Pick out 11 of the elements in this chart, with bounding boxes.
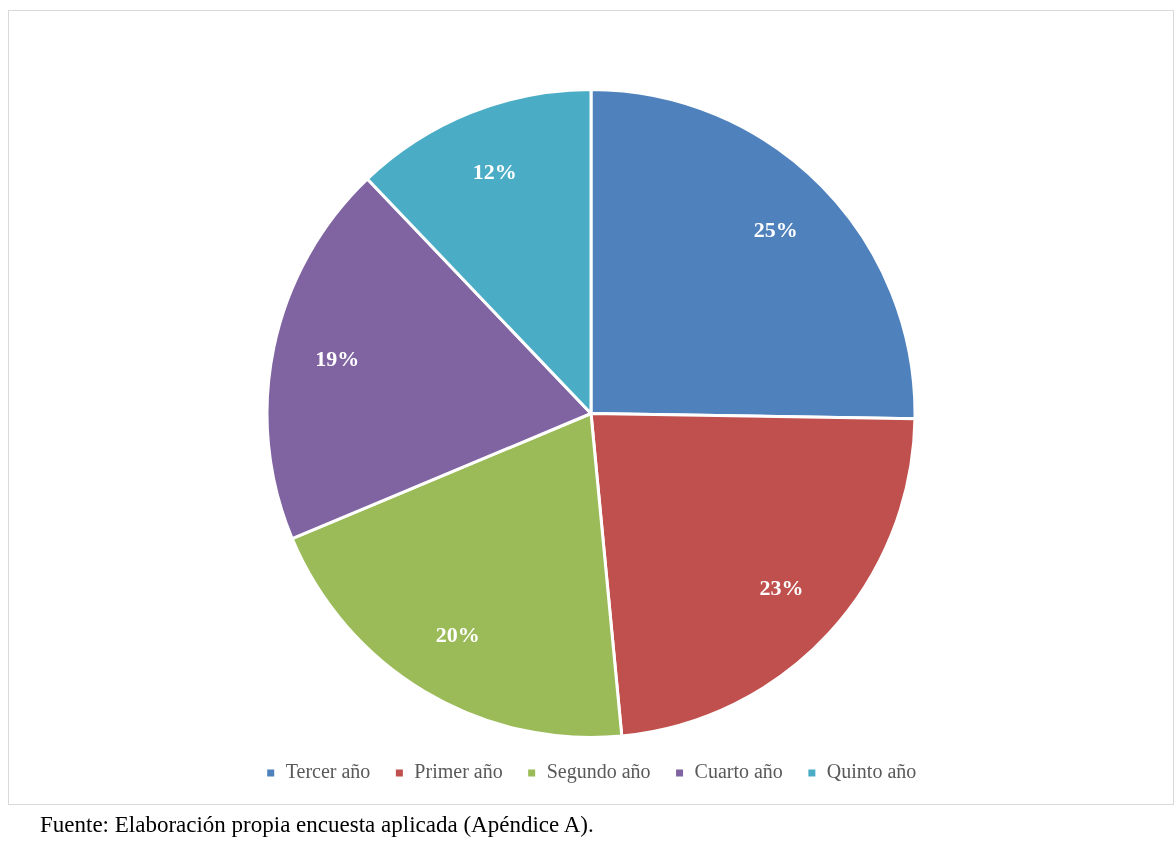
source-note: Fuente: Elaboración propia encuesta aplicada (Apéndice A). [40, 812, 594, 838]
data-label: 23% [759, 575, 804, 601]
legend-label: Cuarto año [694, 760, 783, 783]
legend-label: Tercer año [285, 760, 371, 783]
data-label: 20% [435, 621, 480, 647]
legend-label: Segundo año [546, 760, 651, 784]
legend-label: Quinto año [826, 760, 917, 783]
data-label: 19% [315, 346, 360, 372]
data-label: 25% [753, 217, 798, 243]
data-label: 12% [472, 158, 517, 184]
legend-label: Primer año [414, 760, 503, 783]
